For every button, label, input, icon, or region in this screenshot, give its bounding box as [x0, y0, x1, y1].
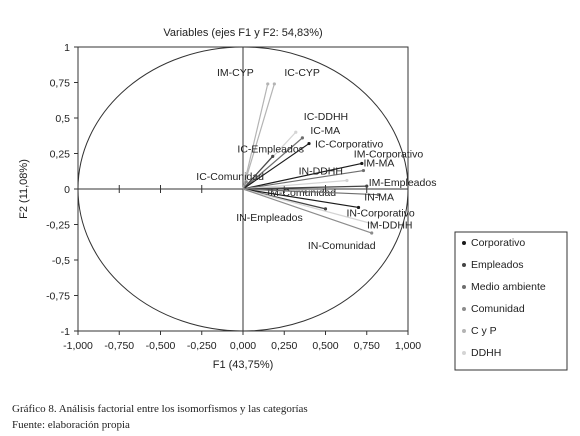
x-tick-label: 0,500: [312, 340, 338, 352]
vector-line: [242, 169, 364, 190]
legend-box: [454, 231, 568, 371]
legend-entry: C y P: [471, 325, 497, 337]
y-axis-label: F2 (11,08%): [18, 159, 30, 219]
vector-point: [376, 193, 380, 197]
vector-point: [272, 82, 276, 86]
chart-title: Variables (ejes F1 y F2: 54,83%): [163, 27, 322, 39]
y-tick-label: 0,25: [50, 149, 71, 161]
vector-line: [242, 83, 275, 190]
vector-label: IM-Corporativo: [354, 148, 424, 160]
x-tick-label: 1,000: [395, 340, 421, 352]
vector-line: [242, 188, 379, 196]
legend-marker: [462, 241, 466, 245]
legend-marker: [462, 285, 466, 289]
vector-point: [361, 168, 366, 173]
x-tick-label: -0,750: [104, 340, 134, 352]
vector-line: [242, 137, 303, 190]
vector-point: [356, 205, 361, 210]
legend-entry: Comunidad: [471, 303, 525, 315]
vector-point: [244, 180, 248, 184]
vector-label: IM-DDHH: [367, 220, 413, 232]
vector-line: [242, 188, 372, 234]
x-tick-label: 0,750: [354, 340, 380, 352]
vector-point: [307, 141, 311, 146]
vectors: IM-CYP IC-CYP IC-DDHH IC-MA IC-Corporativo IC…: [196, 67, 436, 252]
figure-caption: Gráfico 8. Análisis factorial entre los …: [12, 403, 308, 415]
vector-label: IM-CYP: [217, 67, 254, 79]
x-tick-label: -0,250: [187, 340, 217, 352]
y-tick-label: -0,5: [52, 255, 70, 267]
legend-entry: Medio ambiente: [471, 281, 546, 293]
vector-point: [323, 207, 328, 211]
vector-label: IC-DDHH: [304, 111, 348, 123]
legend-marker: [462, 329, 466, 333]
y-axis-ticks: 1 0,75 0,5 0,25 0 -0,25 -0,5 -0,75 -1: [46, 42, 78, 338]
vector-label: IM-Empleados: [369, 177, 437, 189]
vector-label: IN-DDHH: [299, 165, 343, 177]
vector-label: IN-Corporativo: [347, 207, 415, 219]
chart: Variables (ejes F1 y F2: 54,83%) F1 (43,…: [18, 27, 568, 371]
vector-point: [373, 222, 377, 227]
vector-point: [370, 231, 374, 235]
y-tick-label: 0,5: [55, 113, 70, 125]
figure-source: Fuente: elaboración propia: [12, 419, 130, 431]
vector-line: [242, 162, 362, 190]
y-tick-label: -0,25: [46, 220, 70, 232]
vector-label: IC-MA: [310, 125, 340, 137]
x-tick-label: -0,500: [146, 340, 176, 352]
legend-marker: [462, 351, 466, 355]
vector-point: [271, 154, 275, 158]
legend-entry: DDHH: [471, 347, 501, 359]
legend-marker: [462, 307, 466, 311]
vector-line: [242, 188, 359, 209]
legend-entry: Corporativo: [471, 237, 525, 249]
legend-entry: Empleados: [471, 259, 524, 271]
vector-line: [242, 188, 376, 226]
x-axis-label: F1 (43,75%): [213, 359, 274, 371]
vector-line: [242, 179, 347, 190]
vector-label: IC-Comunidad: [196, 171, 264, 183]
x-tick-label: 0,000: [230, 340, 256, 352]
vector-label: IC-CYP: [284, 67, 320, 79]
vector-label: IC-Corporativo: [315, 139, 383, 151]
vector-point: [294, 130, 298, 134]
vector-line: [242, 83, 269, 190]
y-tick-label: -1: [61, 326, 70, 338]
legend-marker: [462, 263, 466, 267]
x-axis-ticks: -1,000 -0,750 -0,500 -0,250 0,000 0,250 0,500 0…: [63, 331, 421, 352]
vector-line: [242, 155, 274, 190]
vector-label: IC-Empleados: [237, 143, 304, 155]
x-tick-label: -1,000: [63, 340, 93, 352]
x-tick-label: 0,250: [271, 340, 297, 352]
vector-point: [345, 178, 349, 183]
y-tick-label: 1: [64, 42, 70, 54]
vector-point: [365, 184, 369, 188]
vector-label: IN-MA: [364, 192, 394, 204]
vector-point: [266, 82, 270, 86]
y-tick-label: -0,75: [46, 291, 70, 303]
vector-label: IM-MA: [363, 158, 394, 170]
y-tick-label: 0: [64, 184, 70, 196]
vector-point: [360, 161, 364, 166]
y-tick-label: 0,75: [50, 78, 71, 90]
legend: Corporativo Empleados Medio ambiente Comuni…: [454, 231, 568, 371]
vector-line: [242, 143, 310, 190]
vector-line: [242, 185, 367, 190]
vector-label: IN-Empleados: [236, 212, 303, 224]
vector-point: [300, 136, 304, 140]
vector-label: IN-Comunidad: [308, 240, 376, 252]
